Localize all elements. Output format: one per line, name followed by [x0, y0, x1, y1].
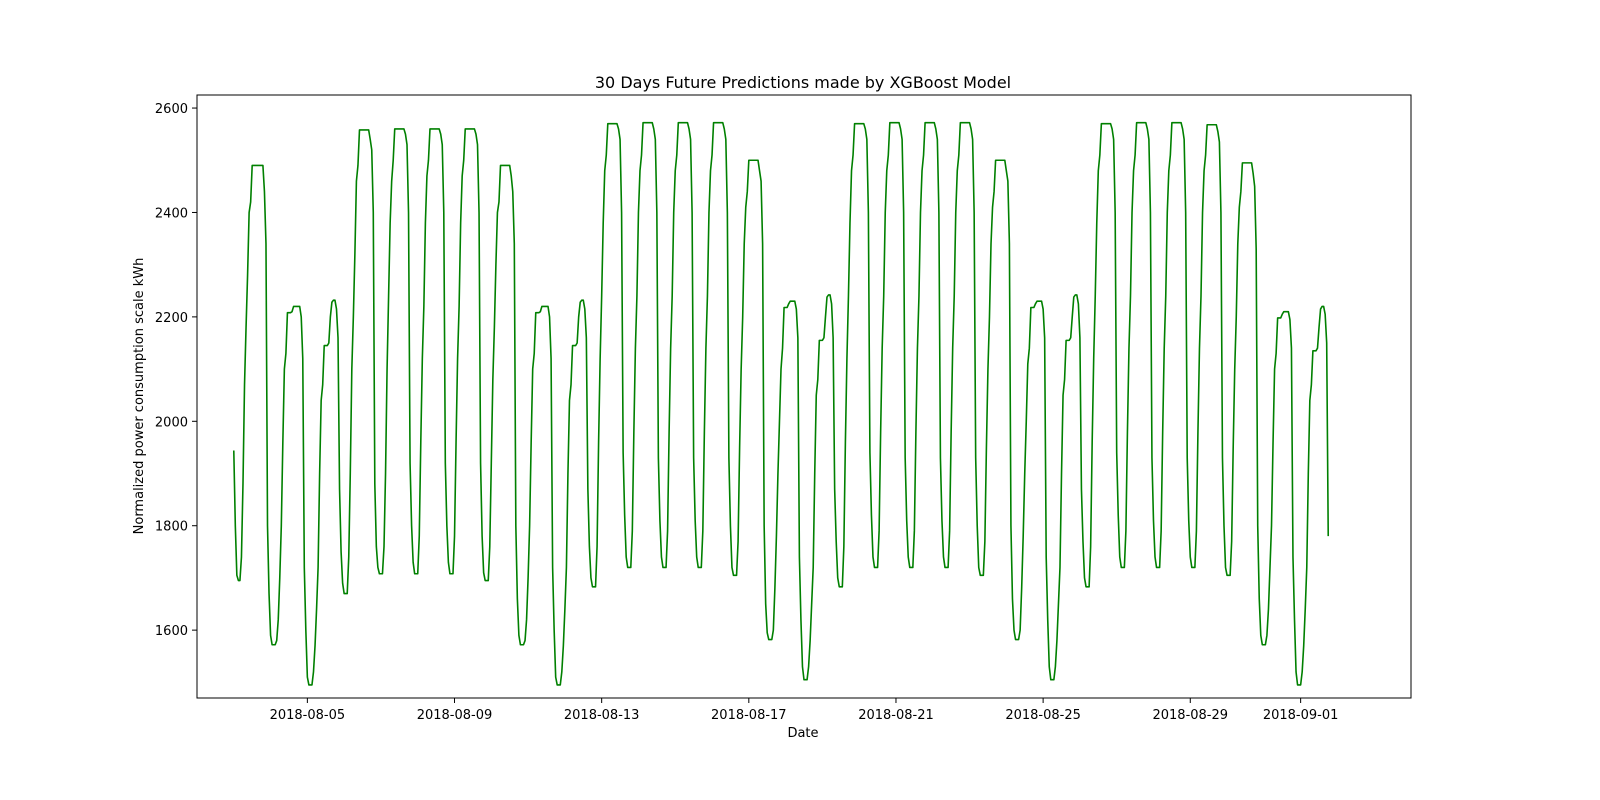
chart-title: 30 Days Future Predictions made by XGBoo…: [595, 73, 1011, 92]
plot-frame: [196, 94, 1412, 699]
y-axis: 1600 1800 2000 2200 2400 2600: [155, 102, 197, 639]
x-tick-label: 2018-08-13: [564, 708, 640, 723]
series-line-0: [232, 121, 1330, 686]
y-tick-label: 1800: [155, 520, 188, 535]
x-tick-label: 2018-08-05: [270, 708, 346, 723]
y-tick-label: 2200: [155, 311, 188, 326]
x-tick-label: 2018-08-25: [1005, 708, 1081, 723]
x-tick-label: 2018-08-09: [417, 708, 493, 723]
x-tick-label: 2018-08-29: [1152, 708, 1228, 723]
x-tick-label: 2018-08-21: [858, 708, 934, 723]
x-axis-label: Date: [787, 726, 818, 741]
y-tick-label: 1600: [155, 624, 188, 639]
x-axis: 2018-08-05 2018-08-09 2018-08-13 2018-08-17…: [270, 698, 1339, 723]
y-tick-label: 2400: [155, 206, 188, 221]
x-tick-label: 2018-08-17: [711, 708, 787, 723]
y-tick-label: 2000: [155, 415, 188, 430]
plot-area: [232, 121, 1330, 686]
x-tick-label: 2018-09-01: [1263, 708, 1339, 723]
y-tick-label: 2600: [155, 102, 188, 117]
y-axis-label: Normalized power consumption scale kWh: [132, 258, 147, 535]
